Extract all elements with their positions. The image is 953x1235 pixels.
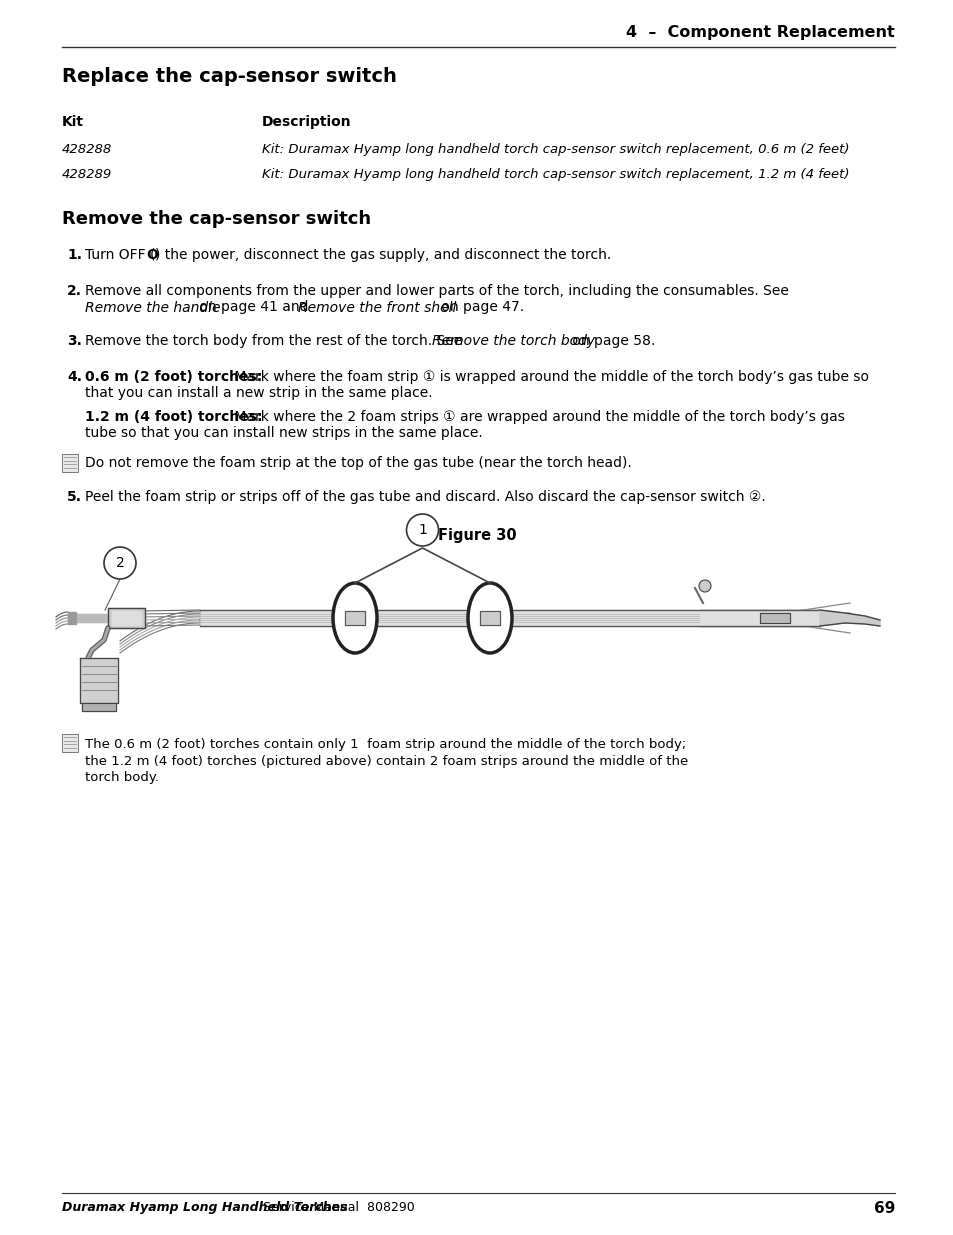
Circle shape: [699, 580, 710, 592]
Polygon shape: [108, 608, 145, 629]
Polygon shape: [68, 614, 108, 622]
Text: 428289: 428289: [62, 168, 112, 182]
Text: on page 41 and: on page 41 and: [194, 300, 313, 315]
Text: Remove the front shell: Remove the front shell: [297, 300, 456, 315]
Text: Figure 30: Figure 30: [437, 529, 516, 543]
Text: 5.: 5.: [67, 490, 82, 504]
Text: torch body.: torch body.: [85, 771, 159, 784]
FancyBboxPatch shape: [62, 454, 78, 472]
Text: 4  –  Component Replacement: 4 – Component Replacement: [625, 25, 894, 40]
Polygon shape: [345, 611, 365, 625]
Text: Duramax Hyamp Long Handheld Torches: Duramax Hyamp Long Handheld Torches: [62, 1200, 347, 1214]
Circle shape: [104, 547, 136, 579]
Text: 2.: 2.: [67, 284, 82, 298]
Text: 4.: 4.: [67, 370, 82, 384]
Text: tube so that you can install new strips in the same place.: tube so that you can install new strips …: [85, 426, 482, 441]
Text: 1.: 1.: [67, 248, 82, 262]
Text: The 0.6 m (2 foot) torches contain only 1  foam strip around the middle of the t: The 0.6 m (2 foot) torches contain only …: [85, 739, 685, 751]
Text: on page 58.: on page 58.: [567, 333, 655, 348]
Polygon shape: [68, 613, 76, 624]
Ellipse shape: [333, 583, 376, 653]
Text: 428288: 428288: [62, 143, 112, 156]
Text: 1.2 m (4 foot) torches:: 1.2 m (4 foot) torches:: [85, 410, 262, 424]
Text: Replace the cap-sensor switch: Replace the cap-sensor switch: [62, 67, 396, 86]
Text: Mark where the foam strip ① is wrapped around the middle of the torch body’s gas: Mark where the foam strip ① is wrapped a…: [230, 370, 868, 384]
Text: Description: Description: [262, 115, 352, 128]
Text: Remove all components from the upper and lower parts of the torch, including the: Remove all components from the upper and…: [85, 284, 792, 298]
Polygon shape: [82, 703, 116, 711]
Text: Turn OFF (: Turn OFF (: [85, 248, 155, 262]
Text: Mark where the 2 foam strips ① are wrapped around the middle of the torch body’s: Mark where the 2 foam strips ① are wrapp…: [230, 410, 844, 424]
Polygon shape: [820, 610, 879, 626]
Text: 2: 2: [115, 556, 124, 571]
Text: Kit: Kit: [62, 115, 84, 128]
Polygon shape: [80, 658, 118, 703]
Text: Remove the handle: Remove the handle: [85, 300, 220, 315]
Text: 69: 69: [873, 1200, 894, 1216]
Text: 3.: 3.: [67, 333, 82, 348]
Circle shape: [406, 514, 438, 546]
Text: 1: 1: [417, 522, 427, 537]
Text: Kit: Duramax Hyamp long handheld torch cap-sensor switch replacement, 1.2 m (4 f: Kit: Duramax Hyamp long handheld torch c…: [262, 168, 848, 182]
Text: Remove the torch body: Remove the torch body: [432, 333, 595, 348]
Polygon shape: [479, 611, 499, 625]
Text: that you can install a new strip in the same place.: that you can install a new strip in the …: [85, 387, 432, 400]
Text: Service Manual  808290: Service Manual 808290: [254, 1200, 415, 1214]
Text: O: O: [146, 248, 157, 262]
Text: the 1.2 m (4 foot) torches (pictured above) contain 2 foam strips around the mid: the 1.2 m (4 foot) torches (pictured abo…: [85, 755, 687, 767]
Text: ) the power, disconnect the gas supply, and disconnect the torch.: ) the power, disconnect the gas supply, …: [154, 248, 611, 262]
Text: on page 47.: on page 47.: [436, 300, 523, 315]
Text: Do not remove the foam strip at the top of the gas tube (near the torch head).: Do not remove the foam strip at the top …: [85, 456, 631, 471]
FancyBboxPatch shape: [62, 734, 78, 752]
Polygon shape: [760, 613, 789, 622]
Text: Kit: Duramax Hyamp long handheld torch cap-sensor switch replacement, 0.6 m (2 f: Kit: Duramax Hyamp long handheld torch c…: [262, 143, 848, 156]
Ellipse shape: [468, 583, 512, 653]
Text: Peel the foam strip or strips off of the gas tube and discard. Also discard the : Peel the foam strip or strips off of the…: [85, 490, 765, 504]
Text: Remove the torch body from the rest of the torch. See: Remove the torch body from the rest of t…: [85, 333, 466, 348]
Polygon shape: [112, 611, 141, 625]
Text: 0.6 m (2 foot) torches:: 0.6 m (2 foot) torches:: [85, 370, 262, 384]
Text: Remove the cap-sensor switch: Remove the cap-sensor switch: [62, 210, 371, 228]
